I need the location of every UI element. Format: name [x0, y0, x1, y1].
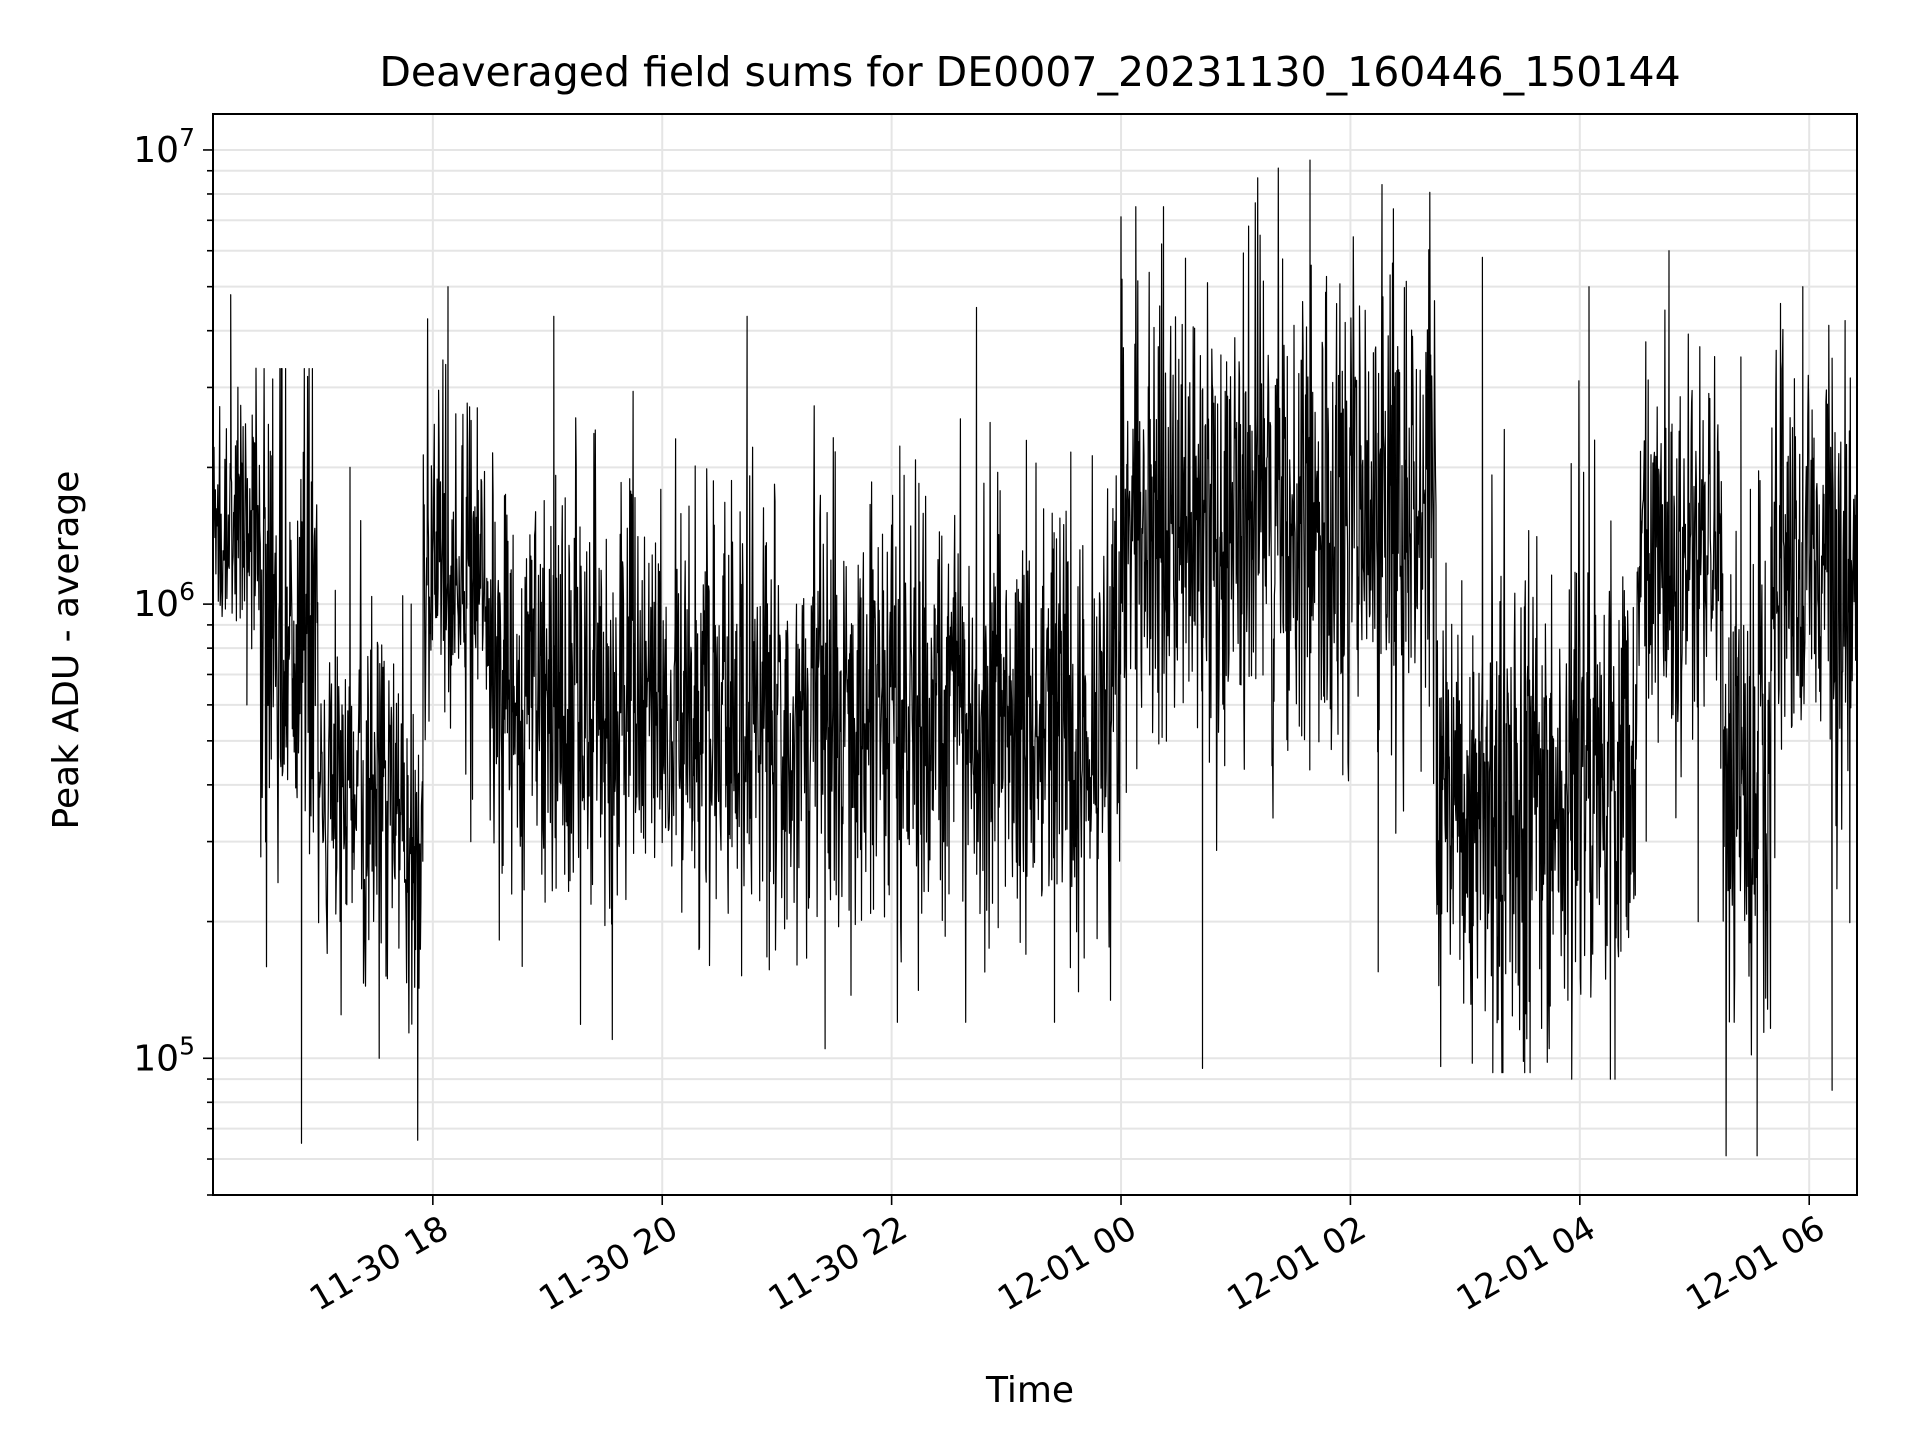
plot-frame: [212, 113, 1858, 1196]
series-line: [212, 159, 1858, 1157]
y-tick-label: 105: [133, 1031, 195, 1079]
data-layer: [212, 159, 1858, 1157]
y-tick-label: 106: [133, 577, 195, 625]
chart-title: Deaveraged field sums for DE0007_2023113…: [379, 48, 1680, 96]
y-tick-label: 107: [133, 123, 195, 171]
x-axis-label: Time: [985, 1370, 1074, 1411]
y-axis-label: Peak ADU - average: [46, 471, 87, 830]
